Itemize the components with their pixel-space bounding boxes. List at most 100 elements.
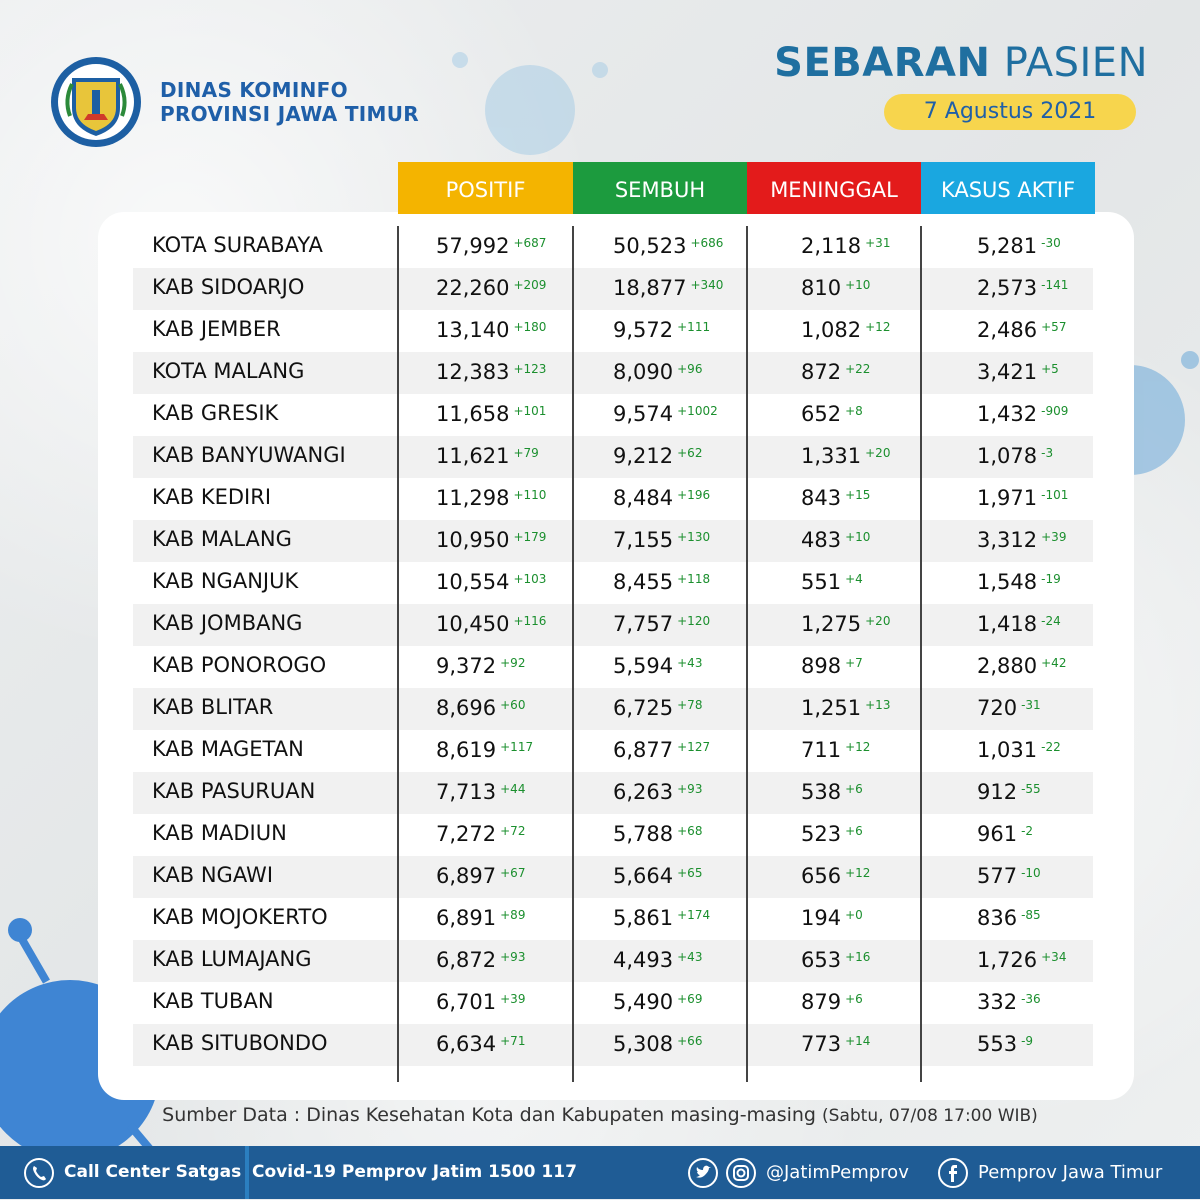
region-name: KAB GRESIK: [152, 401, 279, 425]
sembuh-delta: +174: [677, 908, 711, 922]
cell-aktif: 2,573 -141: [977, 276, 1068, 300]
source-note: Sumber Data : Dinas Kesehatan Kota dan K…: [0, 1104, 1200, 1126]
cell-meninggal: 872 +22: [801, 360, 870, 384]
meninggal-value: 551: [801, 570, 842, 594]
column-divider: [920, 226, 922, 1082]
positif-delta: +180: [513, 320, 547, 334]
row-stripe: [133, 520, 1093, 562]
sembuh-value: 9,572: [613, 318, 674, 342]
cell-meninggal: 538 +6: [801, 780, 863, 804]
column-divider: [746, 226, 748, 1082]
positif-delta: +123: [513, 362, 547, 376]
region-name: KAB JEMBER: [152, 317, 281, 341]
cell-aktif: 720 -31: [977, 696, 1041, 720]
cell-sembuh: 8,090 +96: [613, 360, 702, 384]
virus-decoration-top-icon: [452, 52, 608, 155]
meninggal-value: 843: [801, 486, 842, 510]
instagram-icon[interactable]: [726, 1158, 756, 1188]
region-name: KAB MALANG: [152, 527, 292, 551]
cell-positif: 6,634 +71: [436, 1032, 525, 1056]
facebook-icon[interactable]: [938, 1158, 968, 1188]
cell-aktif: 1,418 -24: [977, 612, 1061, 636]
cell-sembuh: 7,155 +130: [613, 528, 710, 552]
positif-delta: +72: [500, 824, 526, 838]
aktif-value: 1,078: [977, 444, 1038, 468]
meninggal-value: 1,331: [801, 444, 862, 468]
sembuh-delta: +43: [677, 656, 703, 670]
cell-aktif: 2,486 +57: [977, 318, 1066, 342]
aktif-value: 3,421: [977, 360, 1038, 384]
meninggal-value: 652: [801, 402, 842, 426]
sembuh-value: 5,664: [613, 864, 674, 888]
row-stripe: [133, 604, 1093, 646]
facebook-page[interactable]: Pemprov Jawa Timur: [978, 1162, 1163, 1183]
aktif-value: 2,573: [977, 276, 1038, 300]
meninggal-value: 483: [801, 528, 842, 552]
meninggal-delta: +12: [845, 866, 871, 880]
aktif-value: 553: [977, 1032, 1018, 1056]
aktif-delta: -85: [1021, 908, 1041, 922]
bottom-bar: [0, 1146, 1200, 1199]
phone-icon[interactable]: [24, 1158, 54, 1188]
sembuh-value: 5,490: [613, 990, 674, 1014]
positif-delta: +687: [513, 236, 547, 250]
cell-aktif: 1,432 -909: [977, 402, 1068, 426]
cell-sembuh: 5,664 +65: [613, 864, 702, 888]
aktif-delta: -31: [1021, 698, 1041, 712]
title-light: PASIEN: [1003, 40, 1148, 86]
positif-value: 6,634: [436, 1032, 497, 1056]
region-name: KAB PONOROGO: [152, 653, 327, 677]
positif-value: 6,872: [436, 948, 497, 972]
aktif-delta: -55: [1021, 782, 1041, 796]
meninggal-delta: +6: [845, 782, 863, 796]
cell-aktif: 836 -85: [977, 906, 1041, 930]
cell-aktif: 912 -55: [977, 780, 1041, 804]
cell-positif: 6,897 +67: [436, 864, 525, 888]
aktif-value: 720: [977, 696, 1018, 720]
positif-delta: +117: [500, 740, 534, 754]
cell-meninggal: 523 +6: [801, 822, 863, 846]
cell-positif: 9,372 +92: [436, 654, 525, 678]
positif-value: 6,891: [436, 906, 497, 930]
cell-meninggal: 656 +12: [801, 864, 870, 888]
meninggal-delta: +12: [845, 740, 871, 754]
column-divider: [572, 226, 574, 1082]
aktif-value: 332: [977, 990, 1018, 1014]
cell-aktif: 3,312 +39: [977, 528, 1066, 552]
aktif-delta: -2: [1021, 824, 1034, 838]
aktif-delta: -24: [1041, 614, 1061, 628]
positif-value: 9,372: [436, 654, 497, 678]
positif-value: 10,554: [436, 570, 510, 594]
cell-meninggal: 843 +15: [801, 486, 870, 510]
meninggal-value: 653: [801, 948, 842, 972]
row-stripe: [133, 352, 1093, 394]
region-name: KAB SITUBONDO: [152, 1031, 328, 1055]
positif-delta: +89: [500, 908, 526, 922]
row-stripe: [133, 268, 1093, 310]
cell-sembuh: 8,455 +118: [613, 570, 710, 594]
twitter-icon[interactable]: [688, 1158, 718, 1188]
meninggal-value: 1,082: [801, 318, 862, 342]
aktif-delta: -101: [1041, 488, 1069, 502]
meninggal-delta: +12: [865, 320, 891, 334]
cell-positif: 8,696 +60: [436, 696, 525, 720]
social-handle[interactable]: @JatimPemprov: [766, 1162, 909, 1183]
meninggal-value: 1,275: [801, 612, 862, 636]
aktif-value: 912: [977, 780, 1018, 804]
positif-value: 8,696: [436, 696, 497, 720]
sembuh-delta: +1002: [677, 404, 718, 418]
aktif-value: 961: [977, 822, 1018, 846]
cell-positif: 6,891 +89: [436, 906, 525, 930]
sembuh-delta: +96: [677, 362, 703, 376]
cell-meninggal: 711 +12: [801, 738, 870, 762]
aktif-delta: -909: [1041, 404, 1069, 418]
positif-value: 7,272: [436, 822, 497, 846]
positif-delta: +92: [500, 656, 526, 670]
region-name: KAB BLITAR: [152, 695, 274, 719]
source-main: Sumber Data : Dinas Kesehatan Kota dan K…: [162, 1104, 816, 1126]
meninggal-value: 1,251: [801, 696, 862, 720]
cell-aktif: 1,078 -3: [977, 444, 1053, 468]
positif-value: 8,619: [436, 738, 497, 762]
sembuh-value: 18,877: [613, 276, 687, 300]
cell-sembuh: 6,725 +78: [613, 696, 702, 720]
